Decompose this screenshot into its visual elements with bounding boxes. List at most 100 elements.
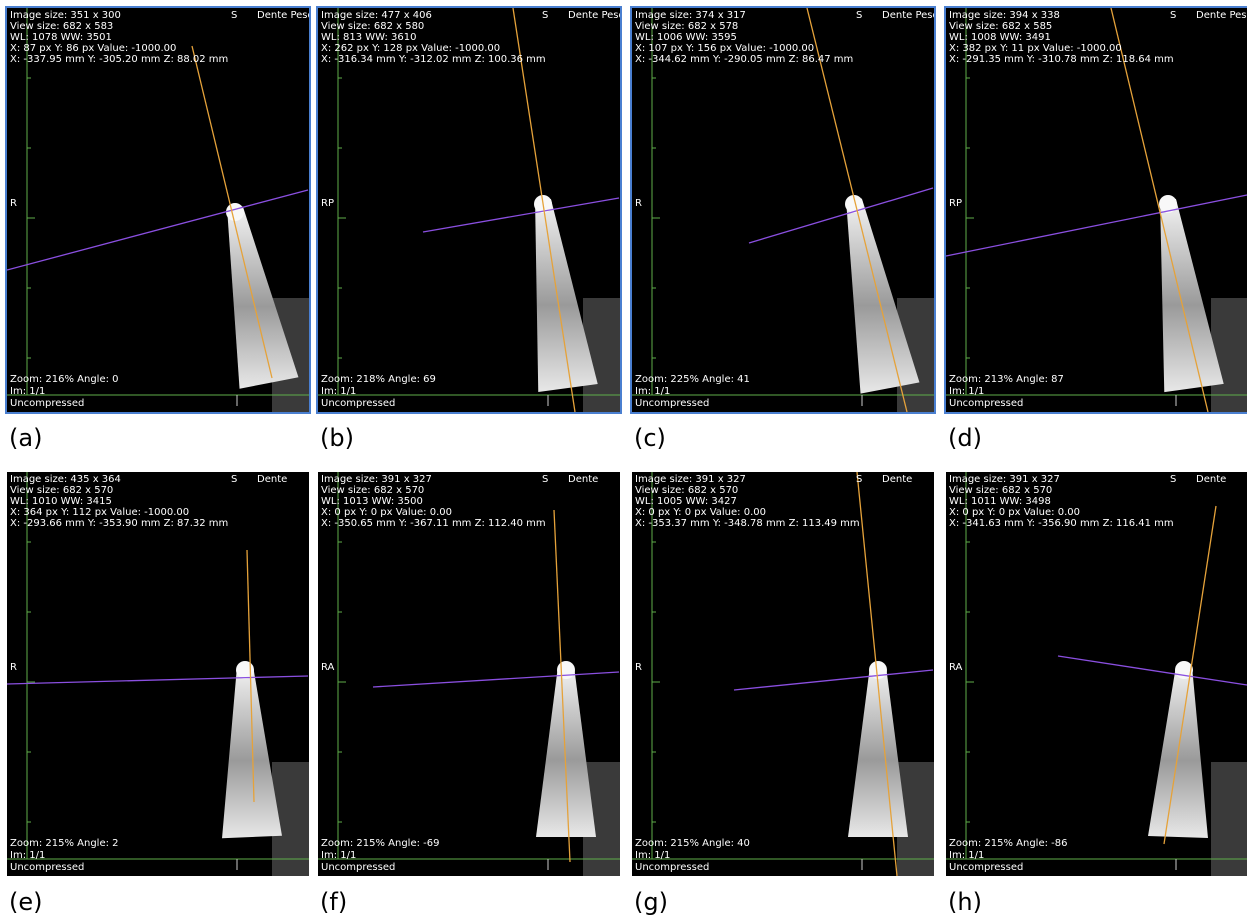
info-line: X: -316.34 mm Y: -312.02 mm Z: 100.36 mm: [321, 54, 546, 65]
info-line: X: -337.95 mm Y: -305.20 mm Z: 88.02 mm: [10, 54, 228, 65]
info-line: Image size: 391 x 327: [949, 474, 1060, 485]
orientation-label: RA: [949, 662, 962, 673]
info-line: Image size: 391 x 327: [635, 474, 746, 485]
series-name: Dente Pesqu: [568, 10, 620, 21]
info-line: X: 107 px Y: 156 px Value: -1000.00: [635, 43, 814, 54]
orange-axis-line: [807, 8, 907, 412]
compression: Uncompressed: [321, 398, 395, 409]
series-name: Dente: [882, 474, 912, 485]
info-line: WL: 1005 WW: 3427: [635, 496, 737, 507]
viewer-canvas: [318, 8, 620, 412]
purple-plane-line: [749, 188, 933, 243]
compression: Uncompressed: [321, 862, 395, 873]
info-line: View size: 682 x 570: [635, 485, 738, 496]
panel-caption: (a): [9, 424, 42, 452]
figure: Image size: 351 x 300View size: 682 x 58…: [0, 0, 1247, 922]
orientation-label: RP: [949, 198, 962, 209]
info-line: Image size: 391 x 327: [321, 474, 432, 485]
zoom-angle: Zoom: 225% Angle: 41: [635, 374, 750, 385]
compression: Uncompressed: [635, 862, 709, 873]
info-line: View size: 682 x 583: [10, 21, 113, 32]
viewer-canvas: [946, 472, 1247, 876]
tooth-crown: [236, 661, 254, 679]
superior-label: S: [1170, 474, 1176, 485]
info-line: WL: 1013 WW: 3500: [321, 496, 423, 507]
info-line: View size: 682 x 570: [949, 485, 1052, 496]
info-line: Image size: 374 x 317: [635, 10, 746, 21]
info-line: X: -353.37 mm Y: -348.78 mm Z: 113.49 mm: [635, 518, 860, 529]
info-line: X: 382 px Y: 11 px Value: -1000.00: [949, 43, 1122, 54]
tooth: [1160, 199, 1224, 392]
zoom-angle: Zoom: 215% Angle: 40: [635, 838, 750, 849]
panel-caption: (e): [9, 888, 43, 916]
purple-plane-line: [423, 198, 619, 232]
image-index: Im: 1/1: [949, 850, 984, 861]
info-line: View size: 682 x 570: [321, 485, 424, 496]
info-line: WL: 1010 WW: 3415: [10, 496, 112, 507]
viewer-canvas: [7, 472, 309, 876]
series-name: Dente Pesqu: [882, 10, 934, 21]
tooth: [848, 666, 908, 837]
info-line: Image size: 394 x 338: [949, 10, 1060, 21]
superior-label: S: [231, 474, 237, 485]
orientation-label: RP: [321, 198, 334, 209]
zoom-angle: Zoom: 216% Angle: 0: [10, 374, 119, 385]
image-index: Im: 1/1: [321, 850, 356, 861]
info-line: View size: 682 x 570: [10, 485, 113, 496]
info-line: X: -350.65 mm Y: -367.11 mm Z: 112.40 mm: [321, 518, 546, 529]
info-line: X: 87 px Y: 86 px Value: -1000.00: [10, 43, 176, 54]
panel-caption: (d): [948, 424, 982, 452]
info-line: WL: 1008 WW: 3491: [949, 32, 1051, 43]
info-line: WL: 813 WW: 3610: [321, 32, 416, 43]
info-line: X: 0 px Y: 0 px Value: 0.00: [949, 507, 1080, 518]
orange-axis-line: [1111, 8, 1208, 412]
viewer-panel: Image size: 391 x 327View size: 682 x 57…: [318, 472, 620, 876]
purple-plane-line: [946, 195, 1247, 256]
tooth: [536, 666, 596, 837]
orientation-label: R: [10, 198, 17, 209]
tooth: [535, 199, 598, 392]
tooth-crown: [557, 661, 575, 679]
info-line: Image size: 435 x 364: [10, 474, 121, 485]
panel-caption: (g): [634, 888, 668, 916]
info-line: X: -293.66 mm Y: -353.90 mm Z: 87.32 mm: [10, 518, 228, 529]
superior-label: S: [542, 10, 548, 21]
image-index: Im: 1/1: [949, 386, 984, 397]
orientation-label: R: [635, 198, 642, 209]
compression: Uncompressed: [10, 862, 84, 873]
info-line: View size: 682 x 580: [321, 21, 424, 32]
series-name: Dente Pesqu: [257, 10, 309, 21]
tooth-crown: [226, 203, 244, 221]
viewer-canvas: [946, 8, 1247, 412]
series-name: Dente Pesqu: [1196, 10, 1247, 21]
compression: Uncompressed: [635, 398, 709, 409]
orientation-label: RA: [321, 662, 334, 673]
info-line: X: 0 px Y: 0 px Value: 0.00: [635, 507, 766, 518]
compression: Uncompressed: [949, 398, 1023, 409]
info-line: X: -291.35 mm Y: -310.78 mm Z: 118.64 mm: [949, 54, 1174, 65]
orange-axis-line: [192, 46, 272, 378]
viewer-panel: Image size: 391 x 327View size: 682 x 57…: [946, 472, 1247, 876]
info-line: X: -344.62 mm Y: -290.05 mm Z: 86.47 mm: [635, 54, 853, 65]
viewer-canvas: [7, 8, 309, 412]
panel-caption: (f): [320, 888, 347, 916]
image-index: Im: 1/1: [10, 850, 45, 861]
superior-label: S: [856, 474, 862, 485]
zoom-angle: Zoom: 215% Angle: -86: [949, 838, 1067, 849]
panel-caption: (h): [948, 888, 982, 916]
panel-caption: (b): [320, 424, 354, 452]
series-name: Dente: [568, 474, 598, 485]
superior-label: S: [542, 474, 548, 485]
compression: Uncompressed: [10, 398, 84, 409]
info-line: X: -341.63 mm Y: -356.90 mm Z: 116.41 mm: [949, 518, 1174, 529]
viewer-canvas: [632, 472, 934, 876]
zoom-angle: Zoom: 218% Angle: 69: [321, 374, 436, 385]
info-line: Image size: 351 x 300: [10, 10, 121, 21]
purple-plane-line: [7, 190, 308, 270]
panel-caption: (c): [634, 424, 666, 452]
image-index: Im: 1/1: [10, 386, 45, 397]
